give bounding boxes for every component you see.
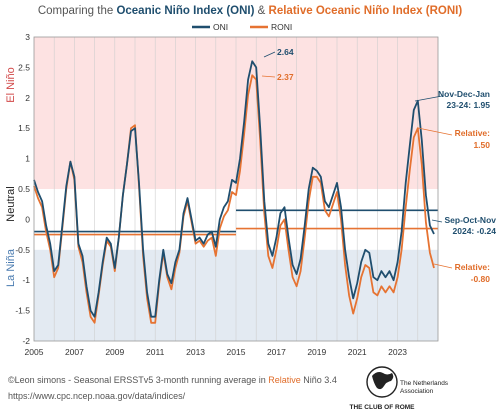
footer-credit: ©Leon simons - Seasonal ERSSTv5 3-month …: [8, 375, 337, 385]
footer-credit-prefix: ©Leon simons - Seasonal ERSSTv5 3-month …: [8, 375, 268, 385]
footer-credit-suffix: Niño 3.4: [301, 375, 337, 385]
region-la-nina: La Niña: [5, 248, 17, 287]
oni-latest-line1: Sep-Oct-Nov: [445, 215, 497, 225]
title-oni: Oceanic Niño Index (ONI): [116, 5, 254, 17]
oni-peak-label: 2.64: [277, 47, 294, 57]
club-of-rome-logo: THE CLUB OF ROME The Netherlands Associa…: [350, 366, 449, 411]
x-tick-label: 2015: [227, 347, 246, 357]
y-tick-label: -1.5: [15, 306, 30, 316]
x-tick-label: 2005: [25, 347, 44, 357]
roni-latest-line1: Relative:: [455, 262, 491, 272]
y-tick-label: 1.5: [18, 123, 30, 133]
logo-text: THE CLUB OF ROME: [350, 404, 416, 411]
y-tick-label: 0: [25, 214, 30, 224]
footer-url: https://www.cpc.ncep.noaa.gov/data/indic…: [8, 391, 186, 401]
y-tick-label: 1: [25, 154, 30, 164]
legend-roni-label: RONI: [271, 22, 292, 32]
y-tick-label: -1: [22, 275, 30, 285]
roni-peak-label: 2.37: [277, 72, 294, 82]
title-part2: &: [254, 5, 268, 17]
roni-peak-leader: [261, 75, 276, 78]
x-tick-label: 2019: [307, 347, 326, 357]
logo-sub2: Association: [400, 388, 434, 395]
plot-border: [33, 36, 439, 342]
x-tick-label: 2023: [388, 347, 407, 357]
y-tick-label: 0.5: [18, 184, 30, 194]
oni-recent-peak-line2: 23-24: 1.95: [447, 100, 491, 110]
legend-oni-label: ONI: [213, 22, 228, 32]
oni-recent-peak-leader: [414, 95, 443, 102]
x-tick-label: 2017: [267, 347, 286, 357]
oni-peak-leader: [263, 51, 276, 58]
roni-recent-peak-leader: [417, 127, 453, 136]
y-tick-label: -0.5: [15, 245, 30, 255]
region-neutral: Neutral: [5, 186, 17, 221]
oni-latest-line2: 2024: -0.24: [453, 226, 497, 236]
roni-latest-leader: [433, 263, 453, 269]
x-tick-label: 2013: [186, 347, 205, 357]
y-tick-label: -2: [22, 336, 30, 346]
x-tick-label: 2011: [146, 347, 165, 357]
y-tick-label: 2: [25, 93, 30, 103]
region-el-nino: El Niño: [5, 67, 17, 102]
oni-latest-leader: [431, 219, 443, 223]
x-tick-label: 2007: [65, 347, 84, 357]
roni-recent-peak-line1: Relative:: [455, 128, 491, 138]
oni-recent-peak-line1: Nov-Dec-Jan: [438, 89, 490, 99]
annotations: 2.64 2.37 Nov-Dec-Jan 23-24: 1.95 Relati…: [261, 47, 497, 284]
y-tick-label: 3: [25, 32, 30, 42]
chart-title: Comparing the Oceanic Niño Index (ONI) &…: [38, 5, 463, 17]
logo-sub1: The Netherlands: [400, 380, 449, 387]
legend: ONI RONI: [192, 22, 292, 32]
x-tick-label: 2021: [348, 347, 367, 357]
title-part1: Comparing the: [38, 5, 117, 17]
series-line-oni: [33, 60, 435, 318]
title-roni: Relative Oceanic Niño Index (RONI): [269, 5, 463, 17]
roni-recent-peak-line2: 1.50: [473, 140, 490, 150]
roni-latest-line2: -0.80: [471, 274, 491, 284]
y-tick-label: 2.5: [18, 62, 30, 72]
x-tick-label: 2009: [105, 347, 124, 357]
footer-credit-relative: Relative: [268, 375, 301, 385]
globe-continents: [372, 372, 394, 390]
